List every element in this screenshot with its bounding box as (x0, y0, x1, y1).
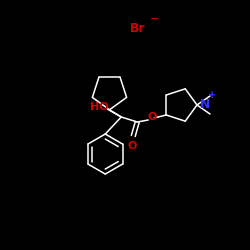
Text: +: + (208, 90, 216, 100)
Text: O: O (128, 141, 137, 151)
Text: N: N (200, 98, 210, 110)
Text: Br: Br (130, 22, 146, 35)
Text: −: − (150, 14, 160, 24)
Text: HO: HO (90, 102, 108, 112)
Text: O: O (148, 112, 157, 122)
